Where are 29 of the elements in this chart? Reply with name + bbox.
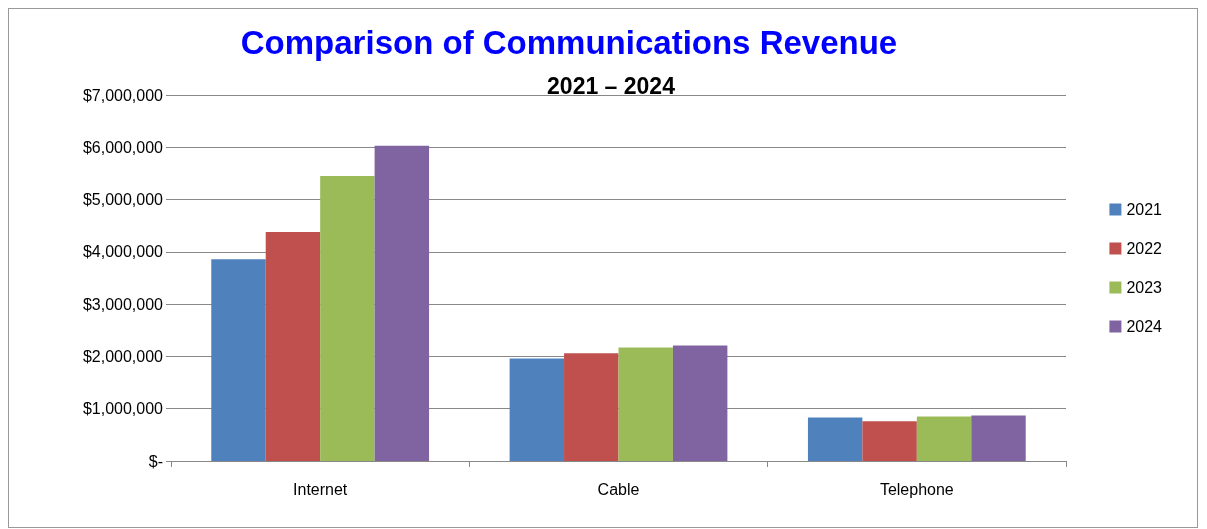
- bar: [862, 421, 917, 461]
- bar: [265, 231, 321, 461]
- x-tick-label: Telephone: [879, 480, 954, 498]
- y-tick-label: $-: [148, 452, 163, 470]
- bar: [320, 176, 375, 461]
- legend-label: 2022: [1126, 240, 1163, 257]
- y-tick-label: $2,000,000: [82, 347, 164, 365]
- bar: [618, 347, 673, 461]
- bar: [211, 259, 266, 461]
- bar: [971, 415, 1026, 461]
- y-tick-label: $5,000,000: [82, 191, 164, 209]
- bar: [916, 416, 972, 461]
- bar: [374, 145, 430, 461]
- bar: [672, 345, 728, 461]
- y-tick-label: $1,000,000: [82, 400, 164, 418]
- legend-label: 2021: [1126, 201, 1163, 218]
- legend-label: 2024: [1126, 318, 1163, 335]
- x-tick-label: Internet: [293, 480, 348, 498]
- y-tick-label: $4,000,000: [82, 243, 164, 261]
- bar: [564, 353, 619, 461]
- chart-title: Comparison of Communications Revenue: [240, 24, 898, 61]
- chart-subtitle: 2021 – 2024: [547, 72, 676, 99]
- bar: [509, 358, 565, 461]
- y-tick-label: $3,000,000: [82, 295, 164, 313]
- legend-label: 2023: [1126, 279, 1163, 296]
- bar: [807, 417, 863, 461]
- y-tick-label: $7,000,000: [82, 86, 164, 104]
- x-tick-label: Cable: [597, 480, 640, 498]
- y-tick-label: $6,000,000: [82, 138, 164, 156]
